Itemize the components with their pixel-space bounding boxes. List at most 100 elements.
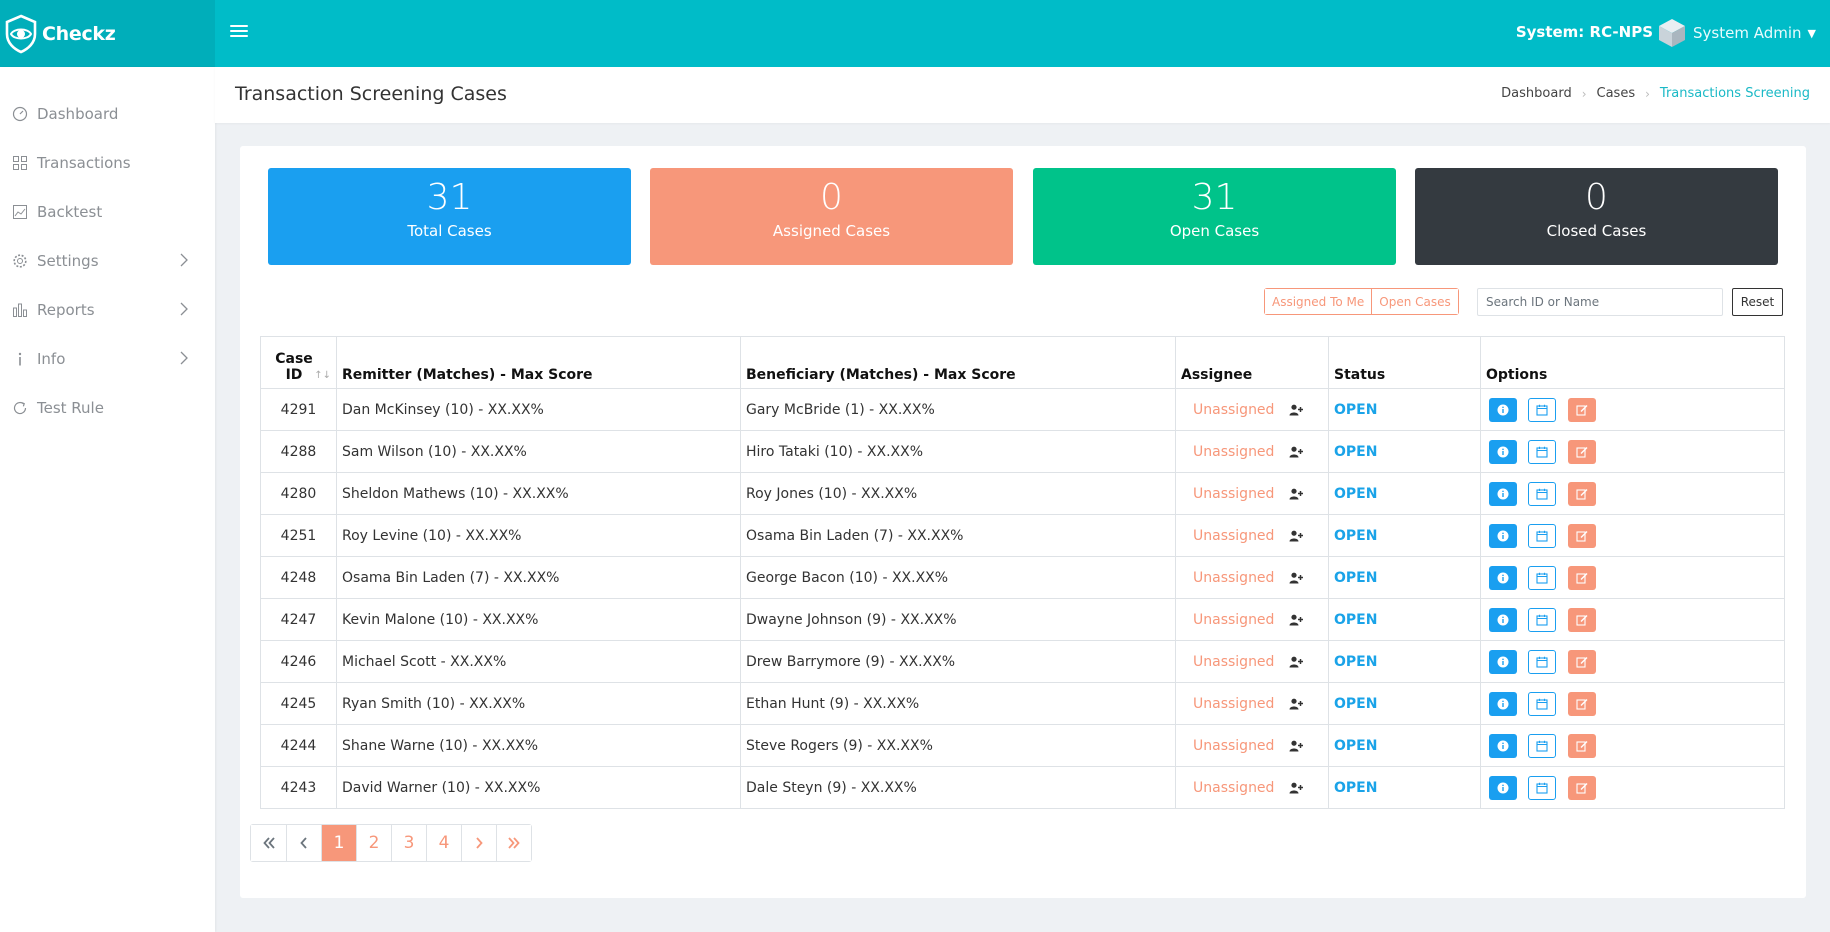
view-info-button[interactable]	[1489, 523, 1517, 548]
last-page-button[interactable]	[496, 825, 531, 861]
stat-closed-cases: 0 Closed Cases	[1415, 168, 1778, 265]
info-icon	[18, 352, 22, 365]
calendar-icon	[1536, 656, 1549, 668]
view-info-button[interactable]	[1489, 481, 1517, 506]
page-4-button[interactable]: 4	[426, 825, 461, 861]
edit-button[interactable]	[1567, 523, 1596, 548]
view-info-button[interactable]	[1489, 607, 1517, 632]
first-page-button[interactable]	[251, 825, 286, 861]
edit-icon	[1576, 740, 1588, 752]
table-row[interactable]: 4243 David Warner (10) - XX.XX% Dale Ste…	[260, 766, 1785, 809]
assign-user-icon[interactable]	[1289, 404, 1303, 416]
remitter-cell: Osama Bin Laden (7) - XX.XX%	[336, 556, 741, 599]
sidebar-item-label: Transactions	[37, 153, 131, 172]
assign-user-icon[interactable]	[1289, 572, 1303, 584]
reset-button[interactable]: Reset	[1732, 288, 1783, 316]
search-input[interactable]	[1477, 288, 1723, 316]
sidebar-item-backtest[interactable]: Backtest	[0, 187, 215, 236]
assign-user-icon[interactable]	[1289, 656, 1303, 668]
edit-button[interactable]	[1567, 733, 1596, 758]
next-page-button[interactable]	[461, 825, 496, 861]
breadcrumb-separator-icon: ›	[1645, 86, 1650, 101]
edit-button[interactable]	[1567, 691, 1596, 716]
table-row[interactable]: 4246 Michael Scott - XX.XX% Drew Barrymo…	[260, 640, 1785, 683]
dashboard-gauge-icon	[12, 106, 28, 121]
view-info-button[interactable]	[1489, 565, 1517, 590]
case-id-cell: 4248	[260, 556, 337, 599]
edit-button[interactable]	[1567, 649, 1596, 674]
assign-user-icon[interactable]	[1289, 614, 1303, 626]
case-id-cell: 4280	[260, 472, 337, 515]
page-2-button[interactable]: 2	[356, 825, 391, 861]
grid-icon	[13, 155, 27, 170]
assign-user-icon[interactable]	[1289, 446, 1303, 458]
beneficiary-cell: Dwayne Johnson (9) - XX.XX%	[740, 598, 1176, 641]
chevron-right-icon	[180, 302, 188, 316]
edit-button[interactable]	[1567, 607, 1596, 632]
edit-button[interactable]	[1567, 397, 1596, 422]
view-info-button[interactable]	[1489, 775, 1517, 800]
menu-toggle-icon[interactable]	[230, 22, 248, 44]
table-row[interactable]: 4247 Kevin Malone (10) - XX.XX% Dwayne J…	[260, 598, 1785, 641]
calendar-button[interactable]	[1528, 649, 1557, 674]
assign-user-icon[interactable]	[1289, 530, 1303, 542]
column-case-id[interactable]: Case ID ↑↓	[260, 336, 337, 389]
assignee-cell: Unassigned	[1175, 640, 1329, 683]
calendar-button[interactable]	[1528, 733, 1557, 758]
calendar-button[interactable]	[1528, 481, 1557, 506]
calendar-button[interactable]	[1528, 397, 1557, 422]
chevron-right-icon	[180, 253, 188, 267]
brand[interactable]: Checkz	[0, 0, 215, 67]
view-info-button[interactable]	[1489, 649, 1517, 674]
prev-page-button[interactable]	[286, 825, 321, 861]
calendar-button[interactable]	[1528, 691, 1557, 716]
remitter-cell: Michael Scott - XX.XX%	[336, 640, 741, 683]
view-info-button[interactable]	[1489, 691, 1517, 716]
status-cell: OPEN	[1328, 430, 1481, 473]
calendar-button[interactable]	[1528, 775, 1557, 800]
assign-user-icon[interactable]	[1289, 740, 1303, 752]
view-info-button[interactable]	[1489, 397, 1517, 422]
view-info-button[interactable]	[1489, 439, 1517, 464]
assignee-value: Unassigned	[1193, 695, 1275, 712]
sidebar-item-transactions[interactable]: Transactions	[0, 138, 215, 187]
assigned-to-me-button[interactable]: Assigned To Me	[1265, 289, 1372, 314]
sidebar-item-label: Test Rule	[37, 398, 104, 417]
calendar-button[interactable]	[1528, 523, 1557, 548]
user-menu[interactable]: System Admin ▼	[1657, 17, 1816, 49]
edit-button[interactable]	[1567, 481, 1596, 506]
sort-icon[interactable]: ↑↓	[314, 370, 331, 381]
sidebar-item-settings[interactable]: Settings	[0, 236, 215, 285]
calendar-button[interactable]	[1528, 439, 1557, 464]
calendar-button[interactable]	[1528, 607, 1557, 632]
edit-button[interactable]	[1567, 775, 1596, 800]
edit-button[interactable]	[1567, 565, 1596, 590]
view-info-button[interactable]	[1489, 733, 1517, 758]
table-row[interactable]: 4280 Sheldon Mathews (10) - XX.XX% Roy J…	[260, 472, 1785, 515]
column-remitter: Remitter (Matches) - Max Score	[336, 336, 741, 389]
table-row[interactable]: 4288 Sam Wilson (10) - XX.XX% Hiro Tatak…	[260, 430, 1785, 473]
page-1-button[interactable]: 1	[321, 825, 356, 861]
table-row[interactable]: 4291 Dan McKinsey (10) - XX.XX% Gary McB…	[260, 388, 1785, 431]
sidebar-item-info[interactable]: Info	[0, 334, 215, 383]
breadcrumb-cases[interactable]: Cases	[1596, 86, 1636, 101]
table-row[interactable]: 4245 Ryan Smith (10) - XX.XX% Ethan Hunt…	[260, 682, 1785, 725]
options-cell	[1480, 514, 1785, 557]
sidebar-item-dashboard[interactable]: Dashboard	[0, 89, 215, 138]
edit-icon	[1576, 530, 1588, 542]
table-row[interactable]: 4244 Shane Warne (10) - XX.XX% Steve Rog…	[260, 724, 1785, 767]
sidebar-item-reports[interactable]: Reports	[0, 285, 215, 334]
edit-button[interactable]	[1567, 439, 1596, 464]
page-3-button[interactable]: 3	[391, 825, 426, 861]
edit-icon	[1576, 698, 1588, 710]
case-id-cell: 4246	[260, 640, 337, 683]
breadcrumb-dashboard[interactable]: Dashboard	[1501, 86, 1572, 101]
open-cases-button[interactable]: Open Cases	[1371, 289, 1458, 314]
assign-user-icon[interactable]	[1289, 782, 1303, 794]
table-row[interactable]: 4248 Osama Bin Laden (7) - XX.XX% George…	[260, 556, 1785, 599]
assign-user-icon[interactable]	[1289, 698, 1303, 710]
calendar-button[interactable]	[1528, 565, 1557, 590]
sidebar-item-test-rule[interactable]: Test Rule	[0, 383, 215, 432]
assign-user-icon[interactable]	[1289, 488, 1303, 500]
table-row[interactable]: 4251 Roy Levine (10) - XX.XX% Osama Bin …	[260, 514, 1785, 557]
